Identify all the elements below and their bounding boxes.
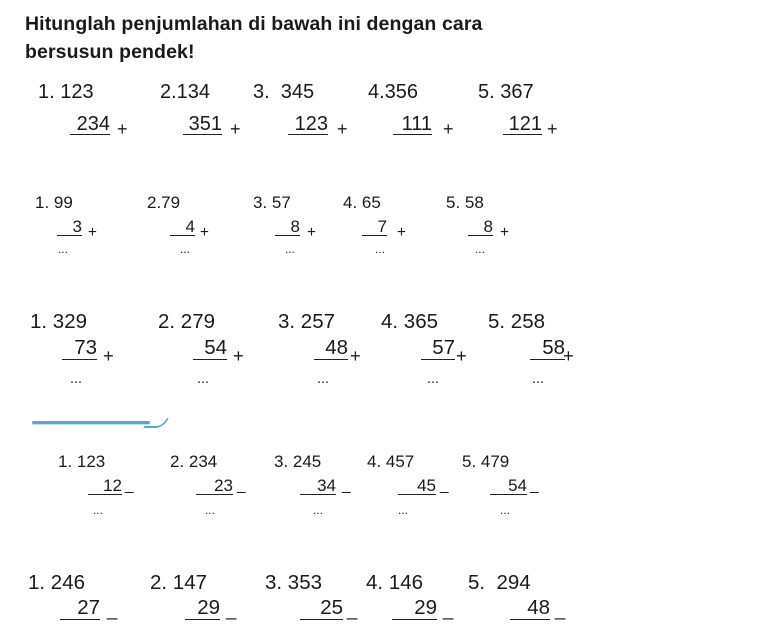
problem-label: 2. 279 <box>158 310 215 333</box>
operator-sign: + <box>563 345 574 366</box>
second-operand: 7 <box>362 218 387 236</box>
problem-label: 3. 257 <box>278 310 335 333</box>
second-operand: 123 <box>288 114 328 135</box>
operator-sign: + <box>443 119 454 139</box>
problem-label: 2.134 <box>160 81 211 103</box>
problem-label: 2.79 <box>147 193 181 212</box>
answer-placeholder: ... <box>398 503 408 517</box>
problem-label: 1. 123 <box>38 81 94 103</box>
operator-sign: _ <box>530 477 539 494</box>
answer-placeholder: ... <box>70 371 82 387</box>
section-divider-tick <box>143 418 169 428</box>
operator-sign: + <box>500 224 509 241</box>
answer-placeholder: ... <box>180 242 190 256</box>
operator-sign: + <box>350 345 361 366</box>
second-operand: 73 <box>62 337 97 360</box>
problem-label: 3. 57 <box>253 193 291 212</box>
answer-placeholder: ... <box>93 503 103 517</box>
answer-placeholder: ... <box>313 503 323 517</box>
second-operand: 29 <box>392 597 437 620</box>
operator-sign: + <box>117 119 128 139</box>
operator-sign: + <box>547 119 558 139</box>
second-operand: 8 <box>275 218 300 236</box>
problem-label: 2. 234 <box>170 452 218 471</box>
answer-placeholder: ... <box>532 371 544 387</box>
problem-label: 3. 245 <box>274 452 322 471</box>
second-operand: 121 <box>503 114 542 135</box>
second-operand: 45 <box>398 477 436 495</box>
second-operand: 4 <box>170 218 195 236</box>
second-operand: 34 <box>300 477 336 495</box>
operator-sign: _ <box>125 477 134 494</box>
problem-label: 4.356 <box>368 81 419 103</box>
problem-label: 5. 258 <box>488 310 545 333</box>
problem-label: 1. 329 <box>30 310 87 333</box>
second-operand: 54 <box>490 477 527 495</box>
problem-label: 1. 123 <box>58 452 106 471</box>
instruction: Hitunglah penjumlahan di bawah ini denga… <box>25 10 483 66</box>
second-operand: 48 <box>510 597 550 620</box>
operator-sign: + <box>200 224 209 241</box>
problem-label: 4. 365 <box>381 310 438 333</box>
operator-sign: + <box>456 345 467 366</box>
problem-label: 4. 65 <box>343 193 381 212</box>
answer-placeholder: ... <box>197 371 209 387</box>
second-operand: 8 <box>468 218 493 236</box>
problem-label: 1. 99 <box>35 193 73 212</box>
section-divider <box>32 421 150 424</box>
operator-sign: + <box>230 119 241 139</box>
operator-sign: _ <box>237 477 246 494</box>
operator-sign: _ <box>440 477 449 494</box>
operator-sign: + <box>397 224 406 241</box>
problem-label: 5. 294 <box>468 571 531 594</box>
problem-label: 2. 147 <box>150 571 207 594</box>
second-operand: 48 <box>314 337 348 360</box>
second-operand: 58 <box>530 337 565 360</box>
answer-placeholder: ... <box>375 242 385 256</box>
operator-sign: + <box>88 224 97 241</box>
second-operand: 12 <box>88 477 122 495</box>
operator-sign: + <box>233 345 244 366</box>
instruction-line-2: bersusun pendek! <box>25 41 195 63</box>
second-operand: 29 <box>185 597 220 620</box>
operator-sign: _ <box>347 599 358 620</box>
second-operand: 3 <box>57 218 82 236</box>
answer-placeholder: ... <box>285 242 295 256</box>
operator-sign: _ <box>107 599 118 620</box>
problem-label: 5. 479 <box>462 452 510 471</box>
problem-label: 1. 246 <box>28 571 85 594</box>
operator-sign: + <box>337 119 348 139</box>
operator-sign: _ <box>226 599 237 620</box>
instruction-line-1: Hitunglah penjumlahan di bawah ini denga… <box>25 13 483 35</box>
operator-sign: + <box>307 224 316 241</box>
second-operand: 54 <box>193 337 227 360</box>
operator-sign: + <box>103 345 114 366</box>
operator-sign: _ <box>443 599 454 620</box>
answer-placeholder: ... <box>317 371 329 387</box>
problem-label: 5. 367 <box>478 81 534 103</box>
second-operand: 111 <box>393 114 432 135</box>
second-operand: 234 <box>70 114 110 135</box>
problem-label: 4. 457 <box>367 452 415 471</box>
second-operand: 27 <box>60 597 100 620</box>
problem-label: 4. 146 <box>366 571 423 594</box>
answer-placeholder: ... <box>500 503 510 517</box>
second-operand: 25 <box>300 597 343 620</box>
answer-placeholder: ... <box>475 242 485 256</box>
second-operand: 57 <box>421 337 455 360</box>
problem-label: 3. 345 <box>253 81 315 103</box>
second-operand: 351 <box>183 114 222 135</box>
answer-placeholder: ... <box>427 371 439 387</box>
operator-sign: _ <box>342 477 351 494</box>
problem-label: 3. 353 <box>265 571 322 594</box>
problem-label: 5. 58 <box>446 193 484 212</box>
answer-placeholder: ... <box>205 503 215 517</box>
second-operand: 23 <box>196 477 233 495</box>
answer-placeholder: ... <box>58 242 68 256</box>
operator-sign: _ <box>555 599 566 620</box>
